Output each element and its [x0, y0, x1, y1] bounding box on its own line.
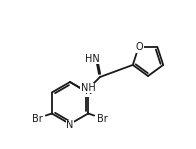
Text: Br: Br [33, 114, 43, 124]
Text: NH: NH [81, 83, 95, 93]
Text: HN: HN [85, 54, 99, 64]
Text: O: O [136, 42, 143, 52]
Text: Br: Br [97, 114, 108, 124]
Text: N: N [85, 87, 92, 97]
Text: N: N [66, 120, 74, 130]
